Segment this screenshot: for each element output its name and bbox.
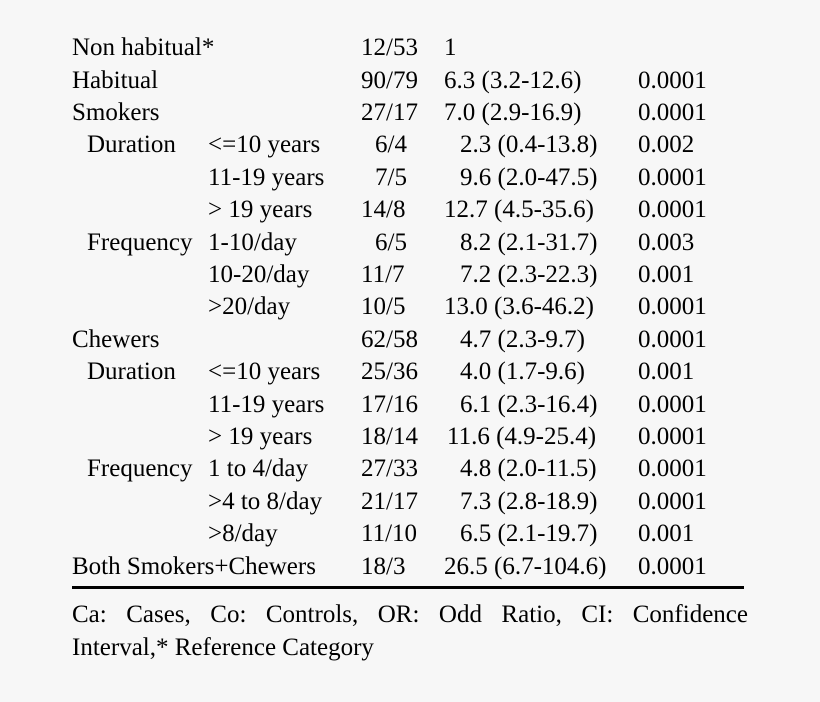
row-label: Habitual <box>72 67 159 94</box>
odds-ratio-ci-value: 13.0 (3.6-46.2) <box>444 293 594 320</box>
table-row: > 19 years 18/14 11.6 (4.9-25.4) 0.0001 <box>0 421 820 453</box>
p-value: 0.0001 <box>638 164 707 191</box>
row-label: Frequency <box>87 455 193 482</box>
cases-controls-value: 6/4 <box>375 131 407 158</box>
cases-controls-value: 62/58 <box>361 326 418 353</box>
table-row: 11-19 years 17/16 6.1 (2.3-16.4) 0.0001 <box>0 389 820 421</box>
row-label: Non habitual* <box>72 34 215 61</box>
odds-ratio-ci-value: 8.2 (2.1-31.7) <box>460 229 598 256</box>
table-row: 11-19 years 7/5 9.6 (2.0-47.5) 0.0001 <box>0 162 820 194</box>
cases-controls-value: 10/5 <box>361 293 406 320</box>
cases-controls-value: 14/8 <box>361 196 406 223</box>
p-value: 0.0001 <box>638 391 707 418</box>
p-value: 0.0001 <box>638 423 707 450</box>
row-category: 10-20/day <box>208 261 310 288</box>
p-value: 0.002 <box>638 131 695 158</box>
table-row: Non habitual* 12/53 1 <box>0 32 820 64</box>
row-category: >4 to 8/day <box>208 488 323 515</box>
row-label: Chewers <box>72 326 160 353</box>
cases-controls-value: 25/36 <box>361 358 418 385</box>
table-row: Frequency 1 to 4/day 27/33 4.8 (2.0-11.5… <box>0 453 820 485</box>
row-category: > 19 years <box>208 423 313 450</box>
odds-ratio-ci-value: 4.7 (2.3-9.7) <box>460 326 585 353</box>
row-label: Smokers <box>72 99 160 126</box>
table-row: > 19 years 14/8 12.7 (4.5-35.6) 0.0001 <box>0 194 820 226</box>
odds-ratio-ci-value: 1 <box>444 34 457 61</box>
odds-ratio-ci-value: 12.7 (4.5-35.6) <box>444 196 594 223</box>
cases-controls-value: 18/3 <box>361 553 406 580</box>
table-row: 10-20/day 11/7 7.2 (2.3-22.3) 0.001 <box>0 259 820 291</box>
odds-ratio-ci-value: 4.8 (2.0-11.5) <box>460 455 597 482</box>
row-label: Both Smokers+Chewers <box>72 553 316 580</box>
cases-controls-value: 27/33 <box>361 455 418 482</box>
cases-controls-value: 11/10 <box>361 520 418 547</box>
p-value: 0.0001 <box>638 99 707 126</box>
row-category: > 19 years <box>208 196 313 223</box>
table-row: Duration <=10 years 25/36 4.0 (1.7-9.6) … <box>0 356 820 388</box>
p-value: 0.0001 <box>638 293 707 320</box>
odds-ratio-ci-value: 26.5 (6.7-104.6) <box>444 553 607 580</box>
table-row: Smokers 27/17 7.0 (2.9-16.9) 0.0001 <box>0 97 820 129</box>
p-value: 0.001 <box>638 358 695 385</box>
table-row: Both Smokers+Chewers 18/3 26.5 (6.7-104.… <box>0 551 820 583</box>
cases-controls-value: 6/5 <box>375 229 407 256</box>
row-category: <=10 years <box>208 358 321 385</box>
p-value: 0.0001 <box>638 553 707 580</box>
p-value: 0.0001 <box>638 326 707 353</box>
footnote-line-1: Ca: Cases, Co: Controls, OR: Odd Ratio, … <box>72 601 748 628</box>
row-category: 11-19 years <box>208 391 325 418</box>
cases-controls-value: 17/16 <box>361 391 418 418</box>
odds-ratio-ci-value: 7.0 (2.9-16.9) <box>444 99 582 126</box>
p-value: 0.0001 <box>638 196 707 223</box>
table-row: >8/day 11/10 6.5 (2.1-19.7) 0.001 <box>0 518 820 550</box>
row-category: >20/day <box>208 293 291 320</box>
cases-controls-value: 18/14 <box>361 423 418 450</box>
cases-controls-value: 11/7 <box>361 261 405 288</box>
table-row: Frequency 1-10/day 6/5 8.2 (2.1-31.7) 0.… <box>0 227 820 259</box>
odds-ratio-ci-value: 6.5 (2.1-19.7) <box>460 520 598 547</box>
row-category: 1 to 4/day <box>208 455 308 482</box>
cases-controls-value: 7/5 <box>375 164 407 191</box>
cases-controls-value: 21/17 <box>361 488 418 515</box>
table-row: >4 to 8/day 21/17 7.3 (2.8-18.9) 0.0001 <box>0 486 820 518</box>
odds-ratio-ci-value: 6.3 (3.2-12.6) <box>444 67 582 94</box>
cases-controls-value: 90/79 <box>361 67 418 94</box>
cases-controls-value: 12/53 <box>361 34 418 61</box>
p-value: 0.0001 <box>638 488 707 515</box>
odds-ratio-ci-value: 6.1 (2.3-16.4) <box>460 391 598 418</box>
row-label: Duration <box>87 131 176 158</box>
p-value: 0.001 <box>638 520 695 547</box>
odds-ratio-ci-value: 7.3 (2.8-18.9) <box>460 488 598 515</box>
table-row: Chewers 62/58 4.7 (2.3-9.7) 0.0001 <box>0 324 820 356</box>
table-bottom-rule <box>72 586 744 589</box>
odds-ratio-ci-value: 4.0 (1.7-9.6) <box>460 358 585 385</box>
row-category: <=10 years <box>208 131 321 158</box>
table-row: Habitual 90/79 6.3 (3.2-12.6) 0.0001 <box>0 65 820 97</box>
odds-ratio-ci-value: 11.6 (4.9-25.4) <box>447 423 597 450</box>
row-category: 1-10/day <box>208 229 297 256</box>
row-label: Frequency <box>87 229 193 256</box>
table-row: >20/day 10/5 13.0 (3.6-46.2) 0.0001 <box>0 291 820 323</box>
row-label: Duration <box>87 358 176 385</box>
odds-ratio-ci-value: 7.2 (2.3-22.3) <box>460 261 598 288</box>
cases-controls-value: 27/17 <box>361 99 418 126</box>
footnote-line-2: Interval,* Reference Category <box>72 634 374 661</box>
p-value: 0.003 <box>638 229 695 256</box>
p-value: 0.0001 <box>638 455 707 482</box>
p-value: 0.0001 <box>638 67 707 94</box>
table-row: Duration <=10 years 6/4 2.3 (0.4-13.8) 0… <box>0 129 820 161</box>
odds-ratio-ci-value: 9.6 (2.0-47.5) <box>460 164 598 191</box>
p-value: 0.001 <box>638 261 695 288</box>
row-category: 11-19 years <box>208 164 325 191</box>
row-category: >8/day <box>208 520 278 547</box>
odds-ratio-ci-value: 2.3 (0.4-13.8) <box>460 131 598 158</box>
